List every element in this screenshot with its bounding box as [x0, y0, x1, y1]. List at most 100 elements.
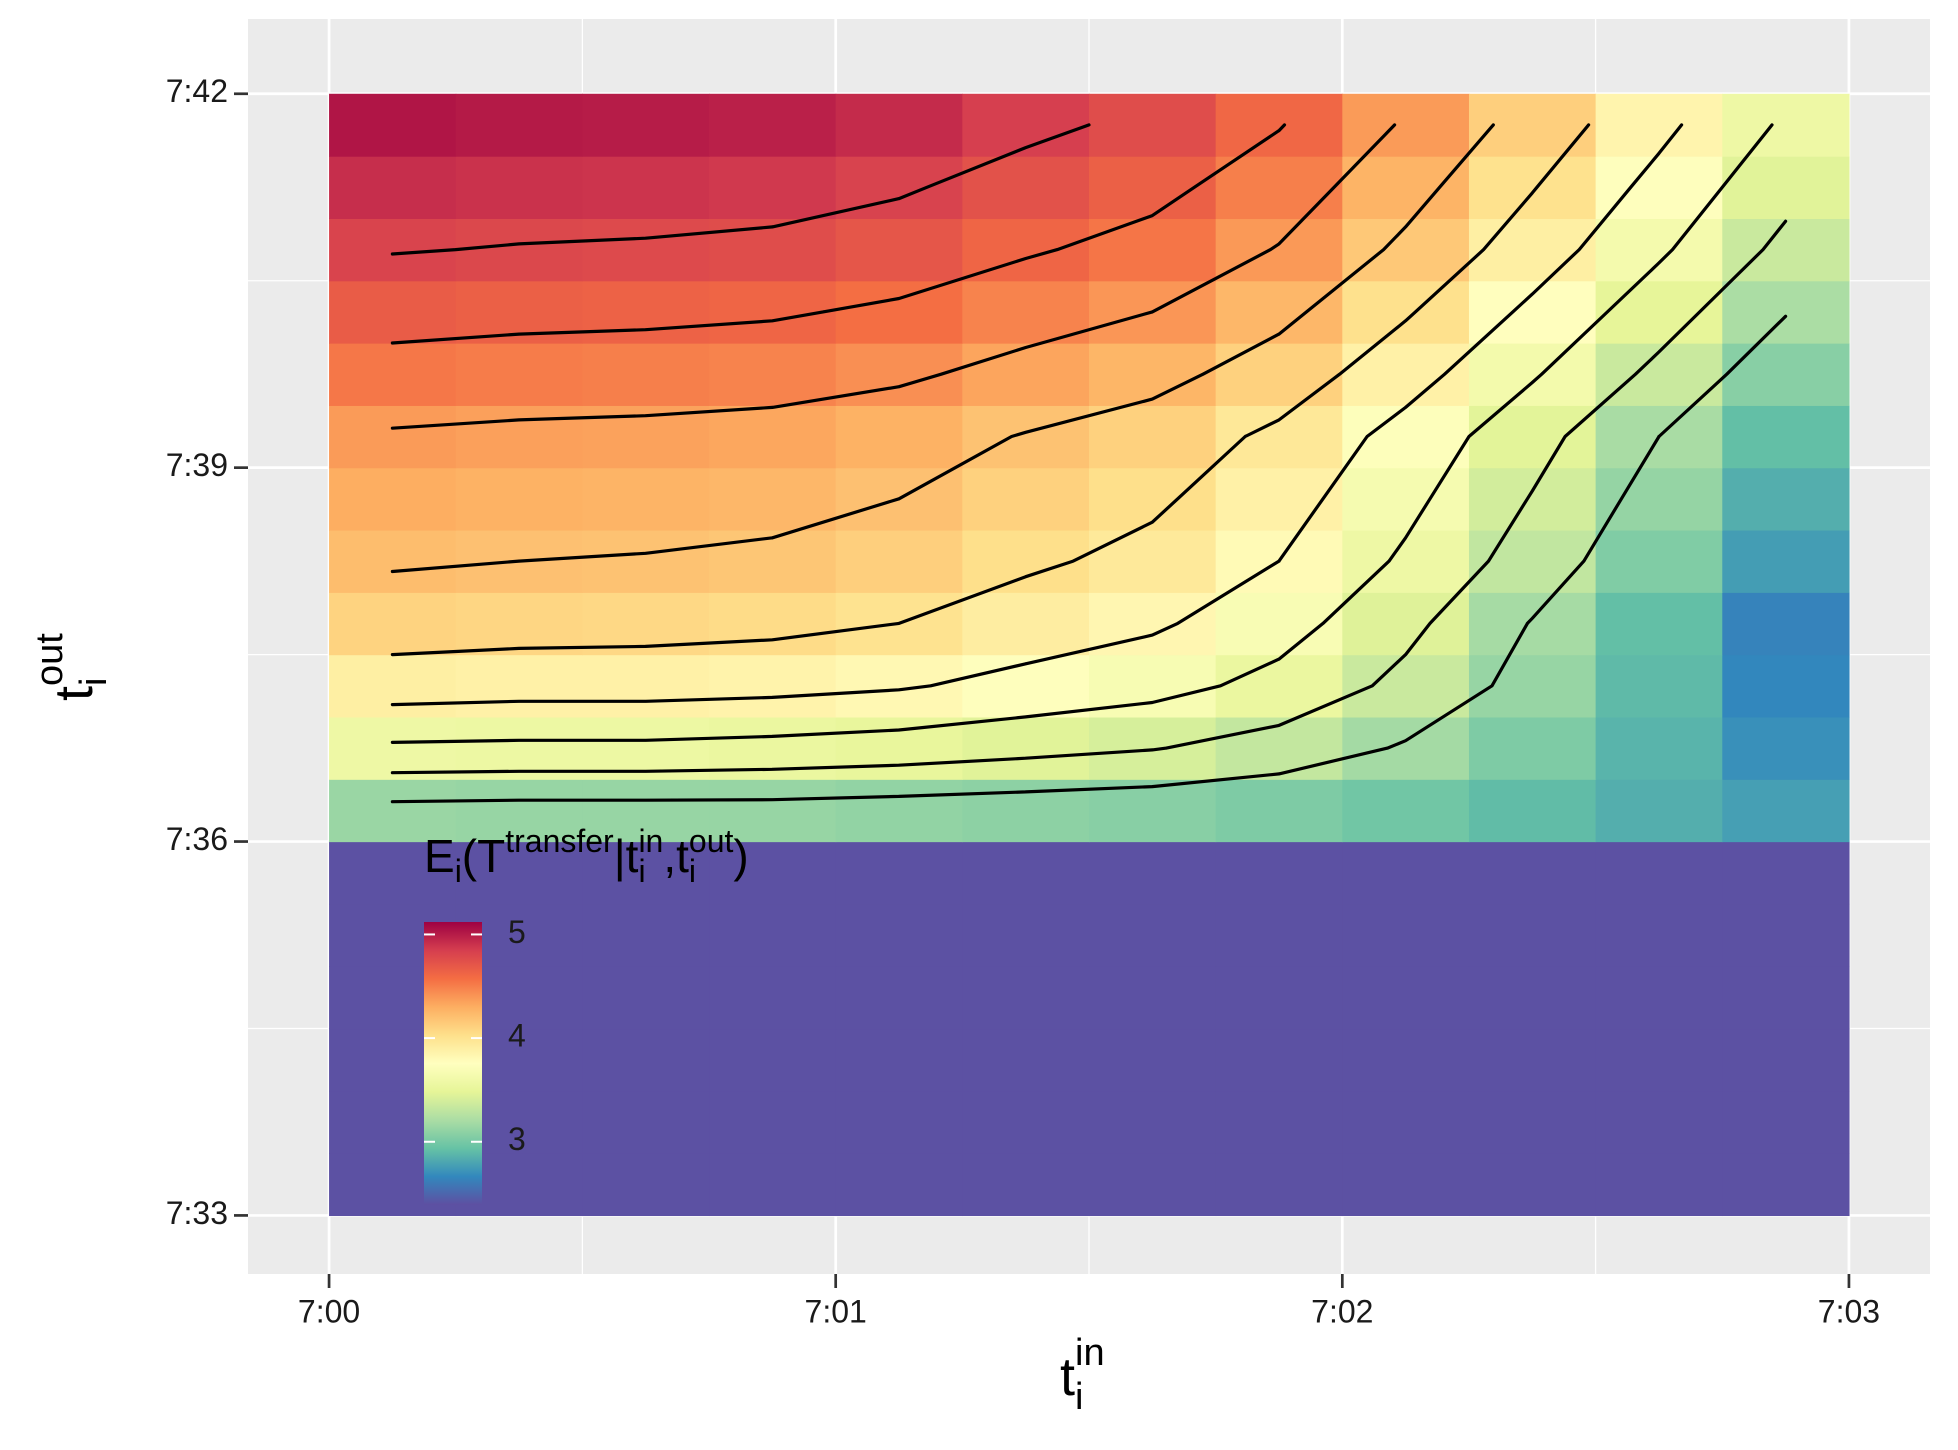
colorbar-tick-label: 3	[508, 1121, 526, 1157]
heat-cell	[1215, 1153, 1343, 1217]
heat-cell	[835, 716, 963, 780]
heat-cell	[1468, 1153, 1597, 1217]
heat-cell	[1342, 93, 1470, 157]
heat-cell	[962, 903, 1090, 967]
lt-part: E	[424, 830, 455, 882]
heat-cell	[1722, 841, 1850, 905]
heat-cell	[582, 1028, 710, 1092]
heat-cell	[1595, 93, 1723, 157]
heat-cell	[1595, 467, 1723, 531]
lt-part: |t	[614, 830, 639, 882]
heat-cell	[1595, 903, 1723, 967]
contours	[390, 123, 1788, 804]
heat-cell	[582, 841, 710, 905]
heat-cell	[962, 405, 1090, 469]
heat-cell	[1722, 156, 1850, 220]
heat-cell	[1215, 343, 1343, 406]
heat-cell	[709, 467, 837, 531]
heat-cell	[455, 93, 583, 157]
heat-cell	[582, 280, 710, 344]
y-title-sup: out	[29, 633, 71, 686]
heat-cell	[1468, 592, 1597, 656]
x-tick-label: 7:00	[298, 1293, 360, 1329]
heat-cell	[1215, 93, 1343, 157]
x-tick-label: 7:01	[805, 1293, 867, 1329]
heat-cell	[835, 93, 963, 157]
heat-cell	[1089, 405, 1217, 469]
contour-line	[390, 314, 1788, 804]
heat-cell	[962, 966, 1090, 1030]
heat-cell	[1089, 343, 1217, 406]
heat-cell	[1215, 779, 1343, 843]
heat-cell	[455, 343, 583, 406]
lt-sub: i	[638, 853, 645, 889]
heat-cell	[582, 966, 710, 1030]
heat-cell	[709, 93, 837, 157]
heat-cell	[1468, 1028, 1597, 1092]
heat-cell	[1215, 156, 1343, 220]
heat-cell	[1468, 903, 1597, 967]
heat-cell	[709, 1028, 837, 1092]
heat-cell	[1595, 280, 1723, 344]
lt-sub: i	[455, 853, 462, 889]
heat-cell	[455, 716, 583, 780]
heat-cell	[582, 1090, 710, 1154]
heat-cell	[1342, 841, 1470, 905]
heat-cell	[1722, 1028, 1850, 1092]
lt-sup: out	[689, 823, 734, 859]
heat-cell	[329, 467, 457, 531]
heat-cell	[1215, 1028, 1343, 1092]
heat-cell	[1215, 966, 1343, 1030]
heat-cell	[709, 218, 837, 282]
heat-cell	[1468, 716, 1597, 780]
heat-cell	[329, 779, 457, 843]
heat-cell	[455, 654, 583, 718]
heat-cell	[1722, 280, 1850, 344]
lt-part: (T	[462, 830, 505, 882]
legend: 3 4 5	[424, 914, 526, 1205]
axes: 7:00 7:01 7:02 7:03 7:33 7:36 7:39 7:42	[166, 73, 1880, 1329]
contour-line	[390, 123, 1774, 744]
contour-line	[390, 123, 1091, 256]
heat-cell	[1342, 156, 1470, 220]
heat-cell	[835, 405, 963, 469]
lt-sub: i	[689, 853, 696, 889]
heat-cell	[1342, 903, 1470, 967]
heat-cell	[1468, 218, 1597, 282]
y-title-base: t	[44, 686, 104, 701]
heat-cell	[1722, 779, 1850, 843]
heat-cell	[1595, 1153, 1723, 1217]
heat-cell	[1722, 966, 1850, 1030]
heat-cell	[1722, 903, 1850, 967]
heat-cell	[1215, 903, 1343, 967]
heat-cell	[962, 1090, 1090, 1154]
heat-cell	[1722, 1153, 1850, 1217]
heat-cell	[1342, 1153, 1470, 1217]
x-tick-label: 7:02	[1311, 1293, 1373, 1329]
heat-cell	[835, 654, 963, 718]
heat-cell	[1595, 218, 1723, 282]
colorbar	[424, 922, 482, 1205]
heat-cell	[835, 779, 963, 843]
heat-cell	[455, 156, 583, 220]
heat-cell	[1089, 93, 1217, 157]
colorbar-tick-label: 5	[508, 914, 526, 950]
heat-cell	[329, 716, 457, 780]
x-tick-label: 7:03	[1818, 1293, 1880, 1329]
heat-cell	[582, 93, 710, 157]
lt-part: )	[733, 830, 748, 882]
heat-cell	[1089, 1090, 1217, 1154]
heat-cell	[1342, 343, 1470, 406]
y-tick-label: 7:39	[166, 447, 228, 483]
heat-cell	[1468, 841, 1597, 905]
heat-cell	[962, 1028, 1090, 1092]
heat-cell	[1468, 156, 1597, 220]
heat-cell	[1722, 716, 1850, 780]
heat-cell	[962, 716, 1090, 780]
heat-cell	[709, 779, 837, 843]
heat-cell	[1595, 529, 1723, 593]
heat-cell	[329, 841, 457, 905]
heat-cell	[455, 405, 583, 469]
heat-cell	[329, 654, 457, 718]
